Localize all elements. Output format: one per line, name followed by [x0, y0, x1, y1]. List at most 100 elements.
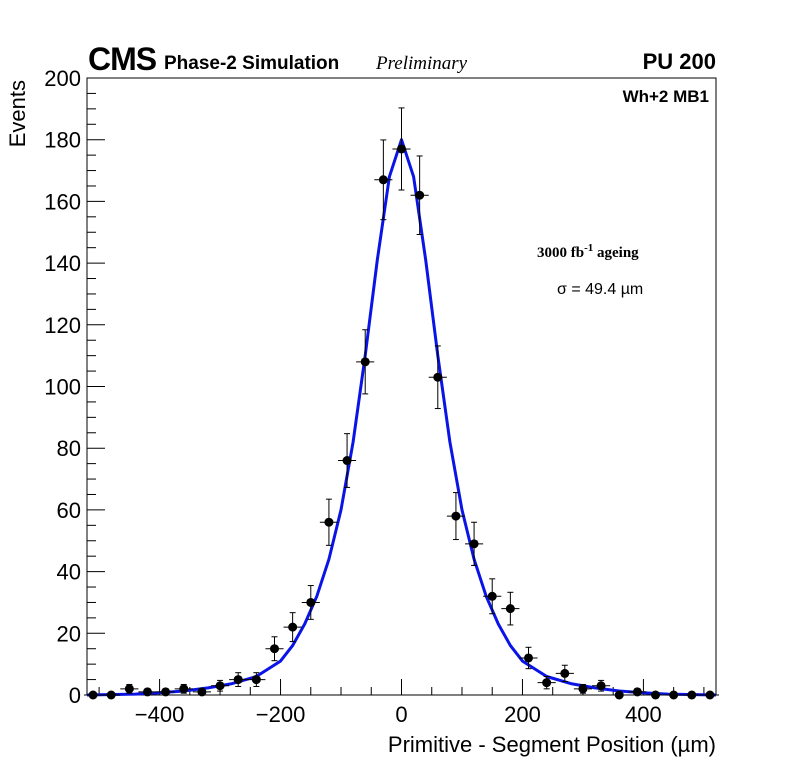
ageing-exponent: -1	[584, 242, 593, 254]
data-marker	[324, 517, 334, 527]
data-point	[428, 345, 447, 410]
data-marker	[360, 357, 370, 367]
data-point	[247, 672, 266, 687]
data-point	[392, 107, 411, 191]
data-marker	[233, 675, 243, 685]
data-point	[700, 690, 720, 700]
cms-label: CMS	[88, 41, 157, 77]
data-point	[628, 687, 647, 697]
data-marker	[487, 591, 497, 601]
data-marker	[215, 681, 225, 691]
data-point	[210, 679, 230, 692]
data-point	[102, 690, 121, 700]
simulation-label: Phase-2 Simulation	[164, 53, 339, 74]
data-point	[174, 683, 193, 694]
data-point	[483, 578, 502, 615]
x-tick-label: 200	[504, 702, 541, 727]
axes: −400 −200 0 200 400 0 20 40 60 80 100 120 140 160 180 2…	[44, 66, 717, 727]
data-marker	[669, 690, 679, 700]
y-tick-label: 140	[44, 251, 81, 276]
data-marker	[179, 684, 189, 694]
data-point	[120, 683, 139, 694]
y-tick-label: 0	[69, 683, 81, 708]
data-marker	[451, 511, 461, 521]
data-point	[610, 690, 629, 700]
x-tick-label: 400	[625, 702, 662, 727]
x-tick-label: −200	[256, 702, 306, 727]
data-point	[446, 492, 466, 541]
data-point	[501, 591, 520, 626]
data-point	[646, 690, 665, 700]
data-point	[465, 521, 484, 566]
data-marker	[433, 372, 443, 382]
data-point	[592, 679, 611, 692]
data-marker	[505, 604, 515, 614]
fit-layer	[86, 138, 717, 697]
data-marker	[632, 687, 642, 697]
fit-curve	[86, 138, 717, 697]
data-point	[573, 683, 593, 694]
data-point	[682, 690, 701, 700]
ageing-value: 3000 fb	[537, 245, 584, 261]
y-tick-label: 40	[57, 560, 81, 585]
data-marker	[288, 622, 298, 632]
data-marker	[415, 190, 425, 200]
data-marker	[397, 144, 406, 154]
data-marker	[542, 678, 552, 688]
data-marker	[342, 456, 352, 466]
data-marker	[142, 687, 152, 697]
data-marker	[269, 644, 279, 654]
y-tick-label: 180	[44, 128, 81, 153]
y-tick-label: 80	[57, 436, 81, 461]
preliminary-label: Preliminary	[375, 53, 468, 74]
data-point	[283, 612, 302, 643]
ageing-annotation: 3000 fb-1 ageing	[537, 242, 639, 261]
data-marker	[106, 690, 116, 700]
ageing-suffix: ageing	[593, 245, 639, 261]
data-point	[664, 690, 683, 700]
x-axis-title: Primitive - Segment Position (µm)	[388, 732, 716, 757]
data-marker	[378, 175, 388, 185]
data-marker	[687, 690, 697, 700]
data-point	[519, 646, 538, 670]
data-marker	[306, 597, 316, 607]
y-tick-label: 100	[44, 375, 81, 400]
data-point	[356, 329, 375, 395]
data-marker	[596, 681, 606, 691]
y-tick-label: 120	[44, 313, 81, 338]
y-tick-label: 160	[44, 189, 81, 214]
data-point	[192, 687, 211, 697]
x-tick-label: −400	[135, 702, 185, 727]
data-point	[83, 690, 103, 700]
data-point	[537, 675, 556, 690]
y-tick-label: 200	[44, 66, 81, 91]
data-point	[319, 498, 338, 546]
data-marker	[524, 653, 534, 663]
y-tick-label: 60	[57, 498, 81, 523]
data-point	[555, 664, 574, 683]
data-point	[156, 687, 175, 697]
data-point	[410, 155, 429, 235]
data-marker	[469, 539, 479, 549]
data-marker	[614, 690, 624, 700]
data-marker	[197, 687, 207, 697]
data-marker	[578, 684, 588, 694]
y-tick-label: 20	[57, 621, 81, 646]
x-tick-label: 0	[395, 702, 407, 727]
data-points-layer	[83, 107, 720, 700]
data-point	[374, 139, 393, 221]
data-point	[138, 687, 157, 697]
data-point	[265, 636, 284, 662]
data-marker	[124, 684, 134, 694]
data-marker	[651, 690, 661, 700]
data-marker	[560, 668, 570, 678]
pileup-label: PU 200	[643, 49, 716, 74]
data-point	[301, 585, 320, 620]
selection-annotation: Wh+2 MB1	[623, 87, 709, 106]
data-point	[337, 433, 357, 488]
data-marker	[161, 687, 171, 697]
data-marker	[88, 690, 98, 700]
data-marker	[251, 675, 261, 685]
y-axis-title: Events	[5, 80, 30, 147]
